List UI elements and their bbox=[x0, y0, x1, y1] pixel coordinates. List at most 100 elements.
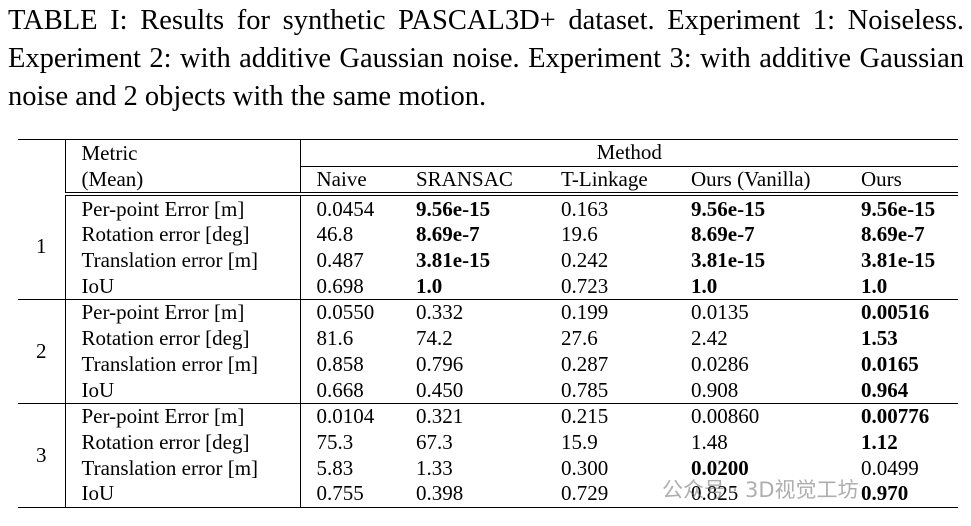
metric-name: IoU bbox=[65, 377, 301, 404]
cell-text: 0.00860 bbox=[691, 404, 760, 429]
value-cell: 0.755 bbox=[300, 481, 400, 507]
value-cell: 1.0 bbox=[400, 273, 545, 299]
cell-text: 0.0165 bbox=[861, 351, 919, 376]
cell-text: 0.332 bbox=[416, 300, 464, 325]
cell-text: 0.0135 bbox=[691, 300, 749, 325]
cell-text: 0.287 bbox=[561, 351, 609, 376]
value-cell: 0.0454 bbox=[300, 194, 400, 222]
value-cell: 0.668 bbox=[300, 377, 400, 403]
data-row: Rotation error [deg] 75.3 67.3 15.9 1.48 1.12 bbox=[18, 429, 958, 456]
cell-text: 0.300 bbox=[561, 455, 609, 480]
cell-text: 0.0200 bbox=[691, 455, 749, 480]
metric-name: Per-point Error [m] bbox=[65, 299, 301, 326]
value-cell: 0.00860 bbox=[675, 402, 845, 430]
cell-text: 0.0550 bbox=[316, 300, 375, 325]
value-cell: 46.8 bbox=[300, 222, 400, 248]
value-cell: 19.6 bbox=[545, 222, 675, 248]
value-cell: 0.163 bbox=[545, 194, 675, 222]
cell-text: 0.825 bbox=[691, 481, 739, 506]
data-row: Rotation error [deg] 46.8 8.69e-7 19.6 8.69e… bbox=[18, 222, 958, 248]
value-cell: 0.215 bbox=[545, 402, 675, 430]
value-cell: 8.69e-7 bbox=[400, 222, 545, 248]
value-cell: 0.698 bbox=[300, 273, 400, 299]
value-cell: 9.56e-15 bbox=[400, 194, 545, 222]
cell-text: 1.48 bbox=[691, 429, 728, 454]
cell-text: 8.69e-7 bbox=[861, 222, 925, 247]
value-cell: 1.48 bbox=[675, 430, 845, 456]
cell-text: 0.163 bbox=[561, 196, 609, 221]
data-row: IoU 0.698 1.0 0.723 1.0 1.0 bbox=[18, 273, 958, 300]
value-cell: 0.332 bbox=[400, 299, 545, 326]
cell-text: 0.199 bbox=[561, 300, 609, 325]
value-cell: 81.6 bbox=[300, 326, 400, 352]
value-cell: 0.0135 bbox=[675, 299, 845, 326]
cell-text: 0.908 bbox=[691, 377, 739, 402]
cell-text: 1.0 bbox=[691, 273, 718, 298]
cell-text: 67.3 bbox=[416, 429, 453, 454]
column-header: T-Linkage bbox=[545, 166, 675, 197]
cell-text: 15.9 bbox=[561, 429, 598, 454]
value-cell: 1.0 bbox=[675, 273, 845, 299]
value-cell: 0.908 bbox=[675, 377, 845, 403]
cell-text: 0.755 bbox=[316, 481, 364, 506]
value-cell: 3.81e-15 bbox=[400, 248, 545, 274]
value-cell: 3.81e-15 bbox=[845, 248, 958, 274]
value-cell: 0.0104 bbox=[300, 402, 400, 430]
value-cell: 0.300 bbox=[545, 455, 675, 481]
watermark: 公众号 · 3D视觉工坊 bbox=[662, 478, 859, 502]
value-cell: 0.398 bbox=[400, 481, 545, 507]
value-cell: 27.6 bbox=[545, 326, 675, 352]
experiment-label: 1 bbox=[18, 194, 66, 300]
data-row: Translation error [m] 0.487 3.81e-15 0.242 3… bbox=[18, 247, 958, 274]
value-cell: 0.487 bbox=[300, 248, 400, 274]
value-cell: 1.0 bbox=[845, 273, 958, 299]
value-cell: 0.287 bbox=[545, 352, 675, 378]
cell-text: 0.215 bbox=[561, 404, 609, 429]
value-cell: 75.3 bbox=[300, 430, 400, 456]
cell-text: 0.970 bbox=[861, 481, 909, 506]
column-header: Ours (Vanilla) bbox=[675, 166, 845, 197]
metric-name: Translation error [m] bbox=[65, 351, 301, 378]
cell-text: 27.6 bbox=[561, 326, 598, 351]
cell-text: 1.53 bbox=[861, 326, 898, 351]
method-header: Method bbox=[300, 139, 959, 167]
cell-text: 9.56e-15 bbox=[861, 196, 936, 221]
value-cell: 0.0286 bbox=[675, 352, 845, 378]
value-cell: 0.0499 bbox=[845, 455, 958, 481]
metric-name: Per-point Error [m] bbox=[65, 402, 301, 430]
cell-text: 0.450 bbox=[416, 377, 464, 402]
data-row: 2 Per-point Error [m] 0.0550 0.332 0.199 0.01… bbox=[18, 299, 959, 404]
value-cell: 0.964 bbox=[845, 377, 958, 403]
data-row: Translation error [m] 5.83 1.33 0.300 0.0200… bbox=[18, 455, 958, 481]
cell-text: 81.6 bbox=[316, 326, 354, 351]
value-cell: 0.0165 bbox=[845, 352, 958, 378]
cell-text: 5.83 bbox=[316, 455, 354, 480]
cell-text: 0.487 bbox=[316, 248, 364, 273]
value-cell: 1.33 bbox=[400, 455, 545, 481]
value-cell: 0.0550 bbox=[300, 299, 400, 326]
value-cell: 3.81e-15 bbox=[675, 248, 845, 274]
cell-text: 46.8 bbox=[316, 222, 354, 247]
value-cell: 0.450 bbox=[400, 377, 545, 403]
value-cell: 15.9 bbox=[545, 430, 675, 456]
cell-text: 9.56e-15 bbox=[416, 196, 491, 221]
header-row: Metric Method bbox=[18, 139, 959, 195]
data-row: IoU 0.668 0.450 0.785 0.908 0.964 bbox=[18, 377, 958, 404]
cell-text: 0.964 bbox=[861, 377, 909, 402]
value-cell: 0.796 bbox=[400, 352, 545, 378]
value-cell: 1.53 bbox=[845, 326, 958, 352]
cell-text: 0.0499 bbox=[861, 455, 919, 480]
value-cell: 0.0200 bbox=[675, 455, 845, 481]
data-row: Translation error [m] 0.858 0.796 0.287 0.02… bbox=[18, 351, 958, 378]
metric-name: Rotation error [deg] bbox=[65, 429, 301, 456]
results-table: Metric Method (Mean) Naive SRANSAC T-Linkage O… bbox=[18, 139, 959, 508]
group-header bbox=[18, 139, 66, 195]
value-cell: 0.970 bbox=[845, 481, 958, 507]
metric-name: Rotation error [deg] bbox=[65, 325, 301, 352]
cell-text: 0.858 bbox=[316, 351, 364, 376]
experiment-label: 2 bbox=[18, 299, 66, 404]
metric-name: IoU bbox=[65, 480, 301, 508]
cell-text: 0.723 bbox=[561, 273, 609, 298]
cell-text: 2.42 bbox=[691, 326, 728, 351]
